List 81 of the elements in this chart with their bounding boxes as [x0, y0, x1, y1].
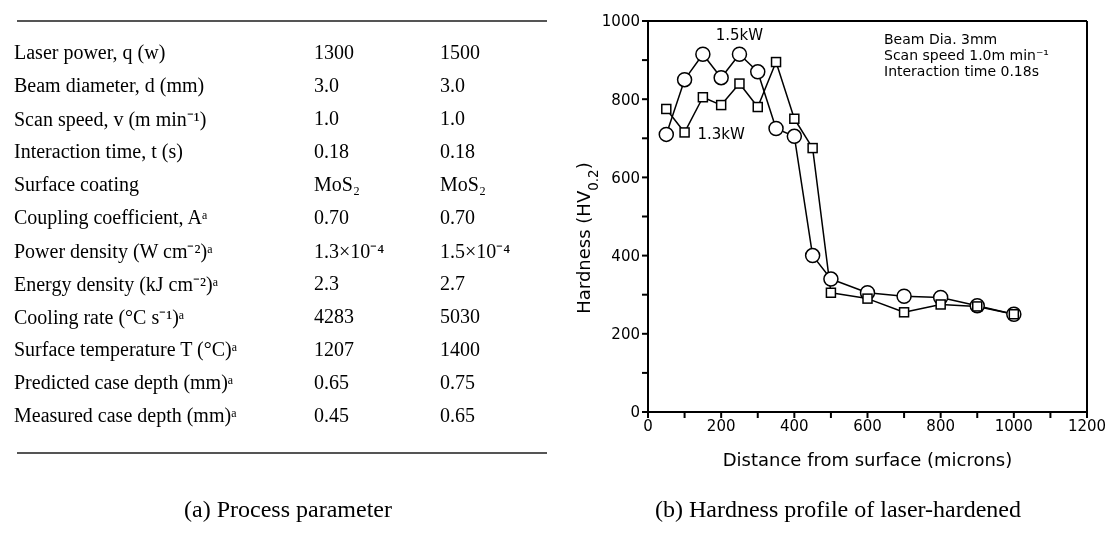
text: 3.0 [440, 73, 466, 98]
point [752, 101, 763, 113]
point [898, 307, 910, 318]
y-tick-label: 200 [611, 325, 640, 344]
text: 2.3 [314, 271, 340, 296]
point [935, 299, 946, 310]
text: Interaction time, t (s) [14, 139, 184, 165]
text: 0.18 [314, 139, 350, 164]
text: Energy density (kJ cm⁻²)ᵃ [14, 272, 220, 298]
series-label: 1.3kW [697, 125, 746, 144]
point [789, 113, 800, 124]
text: Scan speed, v (m min⁻¹) [14, 107, 208, 133]
annotation: Interaction time 0.18s [884, 63, 1039, 79]
x-tick-label: 200 [706, 416, 736, 435]
text: Beam diameter, d (mm) [14, 73, 206, 99]
point [713, 69, 729, 86]
text: 0.75 [440, 370, 476, 395]
annotation: Beam Dia. 3mm [884, 31, 998, 47]
point [807, 142, 818, 154]
y-tick-label: 1000 [601, 12, 640, 31]
text: 1500 [440, 40, 481, 65]
text: 1.3×10⁻⁴ [314, 239, 386, 264]
point [862, 293, 873, 304]
y-tick-label: 600 [611, 168, 640, 187]
x-tick-label: 800 [926, 416, 955, 435]
point [697, 92, 709, 103]
point [770, 56, 782, 68]
x-tick-label: 0 [643, 416, 653, 435]
point [715, 99, 727, 111]
point [750, 64, 766, 80]
text: MoS₂ [440, 172, 487, 197]
text: 0.65 [440, 403, 476, 428]
point [804, 247, 821, 264]
x-tick-label: 400 [780, 416, 809, 435]
x-tick-label: 600 [853, 416, 882, 435]
point [661, 103, 672, 115]
text: 1.0 [314, 106, 340, 131]
point [731, 46, 748, 62]
point [768, 120, 784, 137]
text: 0.70 [314, 205, 350, 230]
text: 0.45 [314, 403, 350, 428]
point [679, 127, 690, 138]
text: 1.0 [440, 106, 466, 131]
point [695, 46, 711, 62]
x-tick-label: 1200 [1067, 416, 1107, 435]
text: 3.0 [314, 73, 340, 98]
text: Coupling coefficient, Aᵃ [14, 205, 209, 231]
text: 1.5×10⁻⁴ [440, 239, 512, 264]
text: 0.65 [314, 370, 350, 395]
text: Surface temperature T (°C)ᵃ [14, 337, 239, 363]
text: Laser power, q (w) [14, 40, 167, 66]
point [734, 78, 745, 89]
x-tick-label: 1000 [994, 416, 1033, 435]
point [896, 288, 912, 305]
annotation: Scan speed 1.0m min⁻¹ [884, 47, 1049, 63]
text: 4283 [314, 304, 355, 329]
point [658, 126, 675, 143]
y-tick-label: 400 [611, 246, 640, 265]
text: Measured case depth (mm)ᵃ [14, 403, 238, 429]
text: MoS₂ [314, 172, 361, 197]
point [676, 71, 693, 88]
text: 1207 [314, 337, 355, 362]
text: 0.18 [440, 139, 476, 164]
text: Cooling rate (°C s⁻¹)ᵃ [14, 305, 186, 331]
series-label: 1.5kW [715, 26, 764, 45]
text: 5030 [440, 304, 481, 329]
text: 1400 [440, 337, 481, 362]
text: 0.70 [440, 205, 476, 230]
text: Predicted case depth (mm)ᵃ [14, 370, 235, 396]
text: (b) Hardness profile of laser-hardened [654, 496, 1022, 523]
text: 2.7 [440, 271, 466, 296]
text: Power density (W cm⁻²)ᵃ [14, 239, 214, 265]
text: (a) Process parameter [183, 496, 393, 523]
point [823, 271, 839, 287]
y-tick-label: 800 [611, 90, 640, 109]
y-tick-label: 0 [630, 403, 640, 422]
x-axis-title: Distance from surface (microns) [722, 449, 1013, 470]
point [786, 128, 803, 145]
text: Surface coating [14, 172, 140, 198]
text: 1300 [314, 40, 355, 65]
point [825, 287, 837, 298]
